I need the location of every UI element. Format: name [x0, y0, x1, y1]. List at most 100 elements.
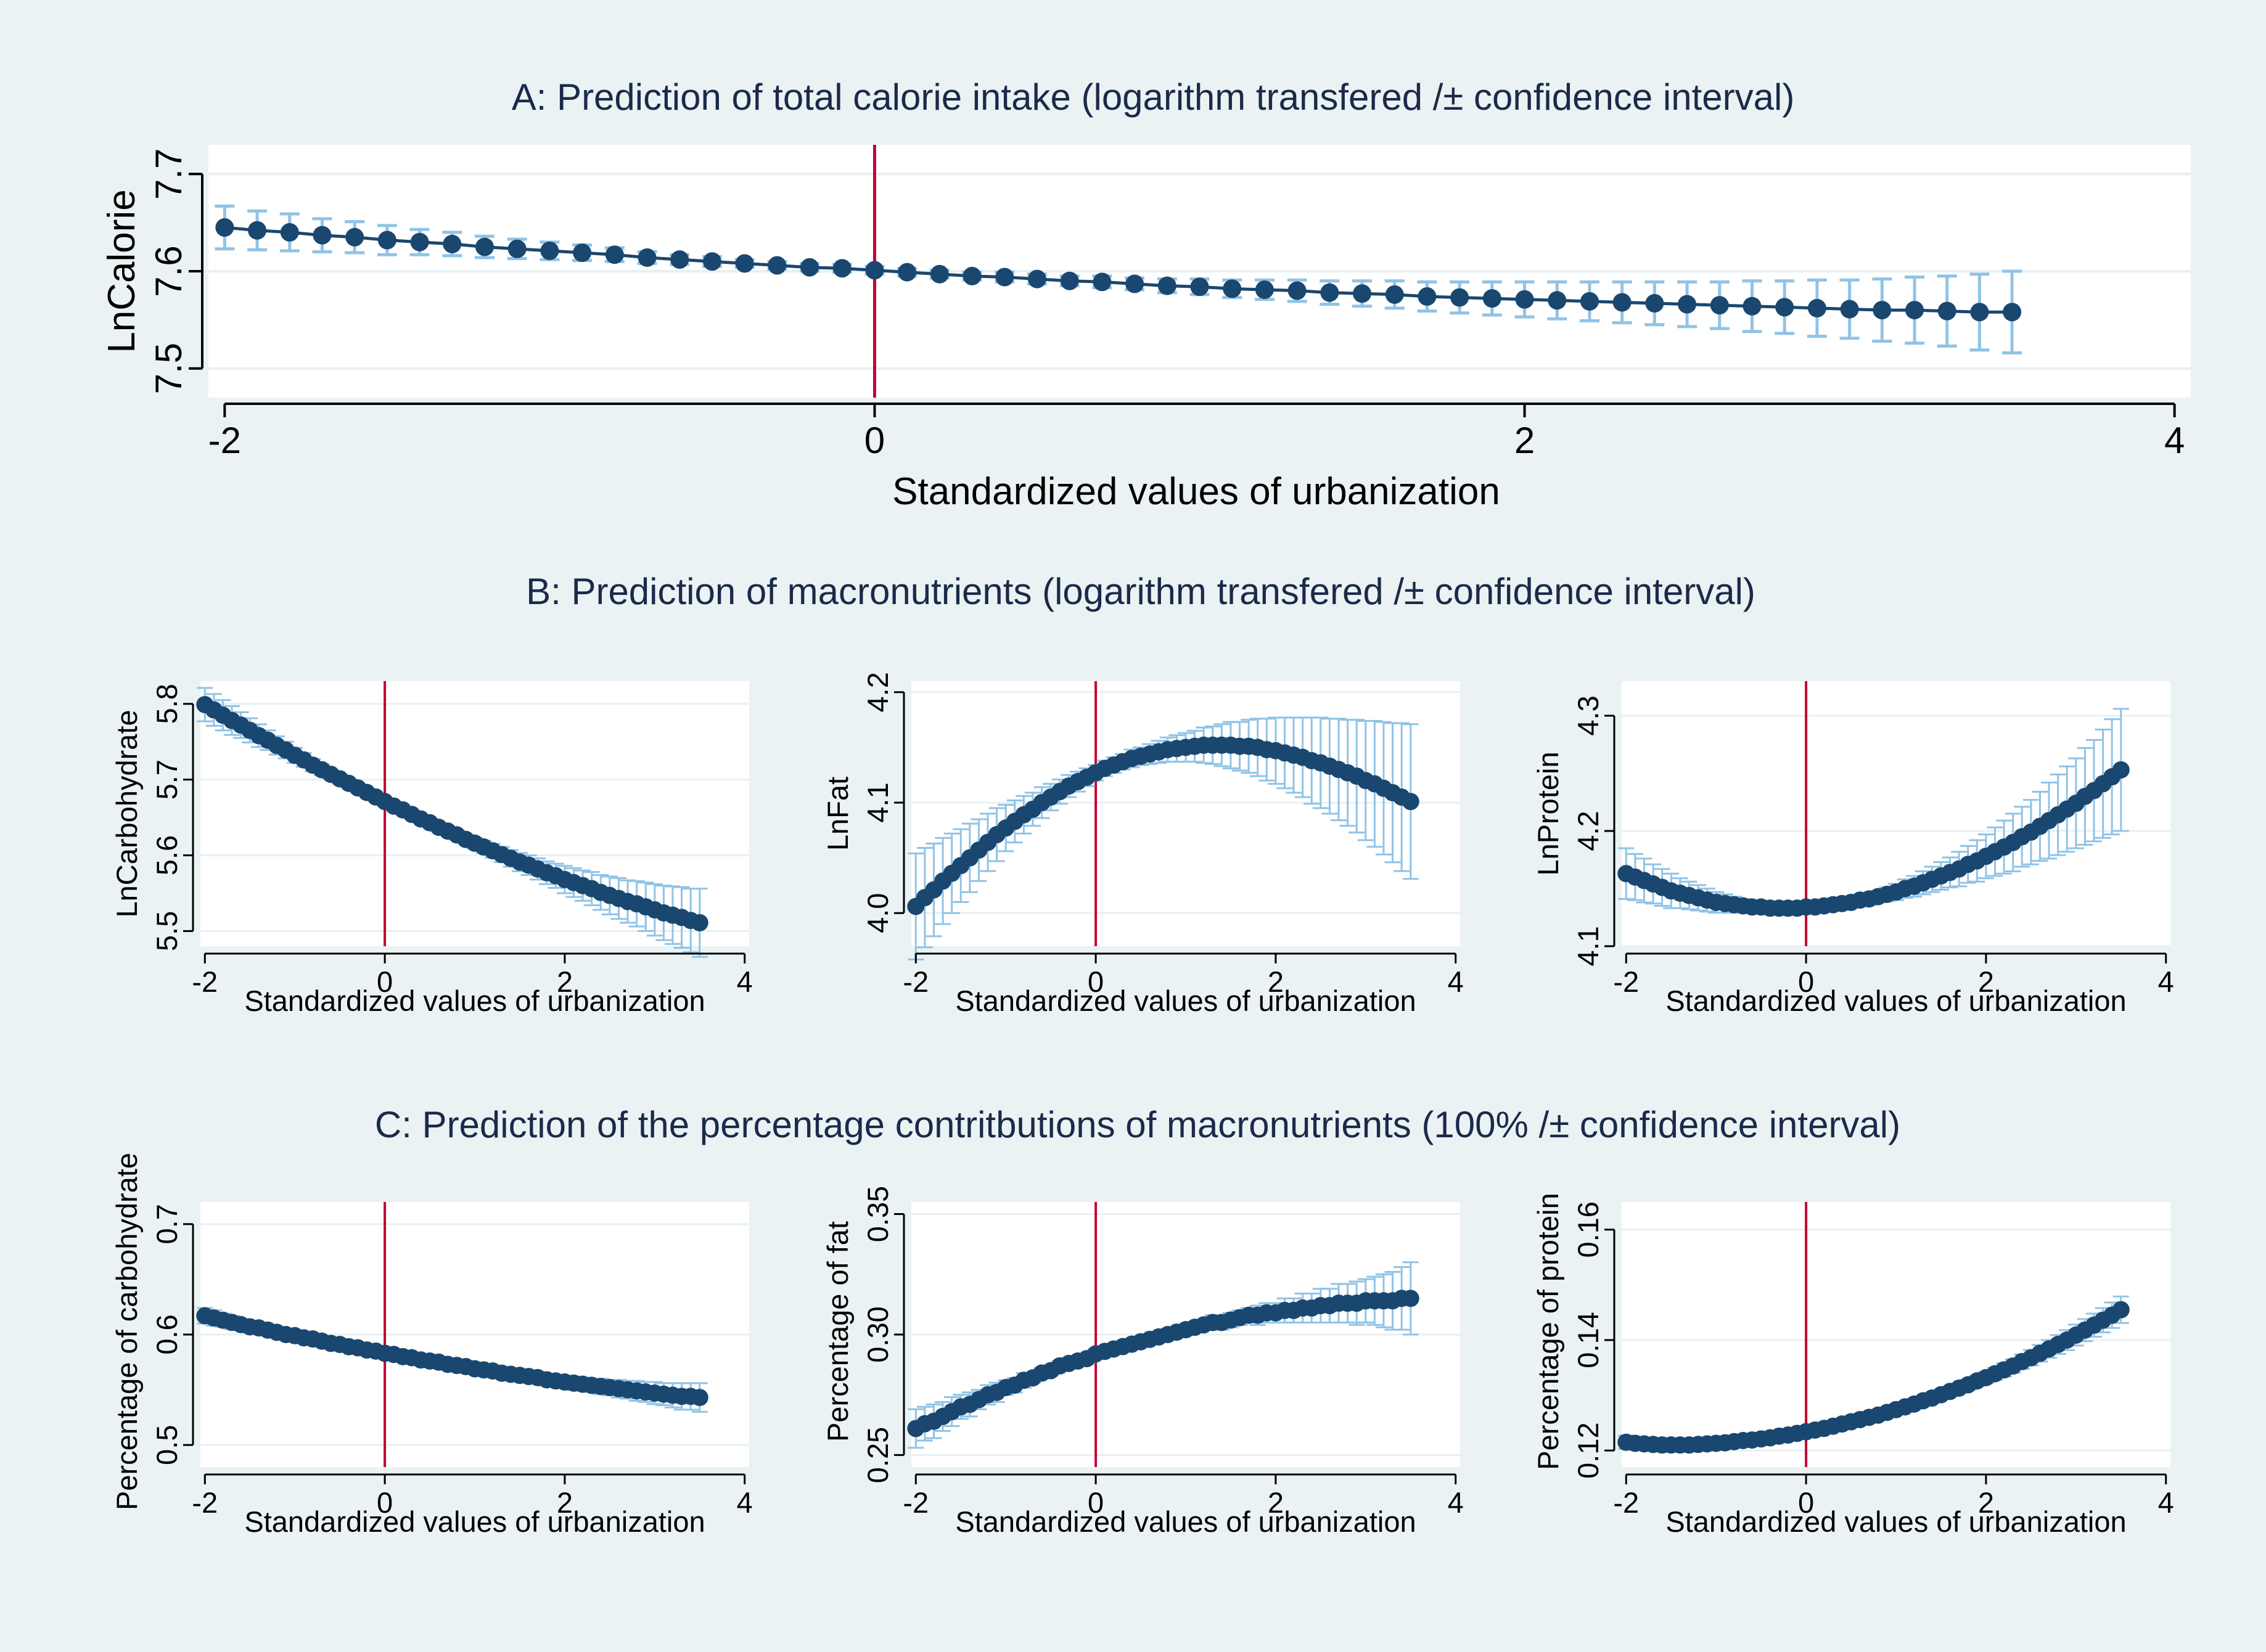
x-tick-label: 0: [1798, 965, 1814, 998]
y-tick-label: 0.35: [861, 1186, 894, 1242]
chart-pct-protein: -2 0 2 4 0.12 0.14 0.16 Standardized values o…: [1532, 1193, 2174, 1538]
y-tick-label: 0.6: [150, 1314, 183, 1354]
y-tick-label: 0.16: [1572, 1201, 1604, 1257]
y-tick-label: 4.0: [861, 893, 894, 933]
x-tick-label: 2: [1268, 965, 1284, 998]
data-point: [1027, 269, 1046, 288]
x-axis-title: Standardized values of urbanization: [955, 1505, 1416, 1538]
y-axis-title: Percentage of carbohydrate: [110, 1153, 143, 1510]
data-point: [1743, 296, 1762, 316]
data-point: [963, 266, 982, 285]
y-tick-label: 4.2: [861, 672, 894, 712]
y-ticks: 5.5 5.6 5.7 5.8: [150, 684, 193, 951]
gridlines: [1622, 714, 2170, 947]
chart-protein: -2 0 2 4 4.1 4.2 4.3 Standardized values of u…: [1532, 681, 2174, 1017]
y-tick-label: 5.7: [150, 759, 183, 799]
data-point: [1353, 284, 1372, 303]
x-tick-label: 0: [1798, 1486, 1814, 1519]
data-point: [1093, 272, 1112, 292]
x-tick-label: 0: [377, 965, 393, 998]
data-point: [345, 227, 364, 247]
data-point: [2112, 1301, 2130, 1319]
data-point: [768, 256, 787, 275]
data-point: [691, 914, 708, 931]
y-ticks: 0.25 0.30 0.35: [861, 1186, 904, 1483]
data-point: [1970, 303, 1989, 322]
y-tick-label: 7.7: [148, 149, 189, 200]
y-tick-label: 0.25: [861, 1427, 894, 1483]
x-tick-label: -2: [903, 1486, 929, 1519]
y-tick-label: 4.1: [861, 782, 894, 822]
data-point: [1937, 301, 1956, 321]
data-point: [1515, 290, 1534, 309]
x-axis-title: Standardized values of urbanization: [244, 984, 705, 1017]
x-ticks: -2 0 2 4: [903, 1474, 1464, 1519]
data-point: [1840, 300, 1859, 319]
x-ticks: -2 0 2 4: [208, 404, 2185, 461]
data-point: [995, 268, 1014, 287]
y-tick-label: 5.6: [150, 835, 183, 875]
data-point: [1287, 281, 1307, 300]
y-tick-label: 4.3: [1572, 695, 1604, 735]
x-tick-label: 4: [1448, 1486, 1464, 1519]
data-point: [1873, 301, 1892, 320]
data-point: [2112, 761, 2130, 779]
y-ticks: 0.5 0.6 0.7: [150, 1204, 193, 1465]
x-tick-label: 4: [2164, 420, 2185, 461]
x-ticks: -2 0 2 4: [192, 954, 753, 998]
y-ticks: 0.12 0.14 0.16: [1572, 1201, 1614, 1479]
data-point: [1612, 293, 1632, 312]
data-point: [1385, 285, 1404, 304]
data-point: [377, 231, 396, 250]
data-point: [1482, 289, 1501, 308]
data-point: [1710, 296, 1729, 315]
x-tick-label: 2: [1514, 420, 1535, 461]
data-point: [1580, 292, 1599, 311]
x-axis-title: Standardized values of urbanization: [1665, 984, 2126, 1017]
x-tick-label: -2: [192, 1486, 218, 1519]
y-axis-title: LnCarbohydrate: [110, 709, 143, 917]
y-axis-title: Percentage of fat: [821, 1221, 854, 1442]
y-ticks: 4.1 4.2 4.3: [1572, 695, 1614, 967]
data-point: [248, 221, 267, 240]
data-point: [1402, 1290, 1419, 1307]
data-point: [540, 241, 559, 260]
x-ticks: -2 0 2 4: [1613, 954, 2174, 998]
x-tick-label: 0: [1088, 1486, 1104, 1519]
x-axis-title: Standardized values of urbanization: [1665, 1505, 2126, 1538]
x-tick-label: -2: [192, 965, 218, 998]
data-point: [1157, 276, 1176, 295]
data-point: [930, 264, 949, 284]
x-tick-label: 0: [377, 1486, 393, 1519]
x-axis-title: Standardized values of urbanization: [892, 470, 1500, 513]
chart-pct-carbohydrate: -2 0 2 4 0.5 0.6 0.7 Standardized values of u…: [110, 1153, 753, 1538]
data-points: [196, 1307, 708, 1407]
data-points: [1617, 1301, 2130, 1454]
data-points: [196, 696, 708, 931]
data-point: [800, 258, 819, 277]
plot-area: [911, 681, 1460, 946]
gridlines: [911, 691, 1460, 914]
y-tick-label: 5.5: [150, 911, 183, 951]
data-point: [313, 226, 332, 245]
y-tick-label: 0.12: [1572, 1422, 1604, 1478]
data-point: [1402, 793, 1419, 811]
y-axis-title: Percentage of protein: [1532, 1193, 1564, 1470]
y-axis-title: LnCalorie: [101, 189, 143, 353]
data-point: [1807, 298, 1826, 317]
x-tick-label: 2: [557, 1486, 573, 1519]
data-points: [907, 736, 1419, 915]
x-ticks: -2 0 2 4: [903, 954, 1464, 998]
x-tick-label: 0: [864, 420, 885, 461]
data-point: [1190, 277, 1209, 296]
y-ticks: 4.0 4.1 4.2: [861, 672, 904, 933]
x-axis-title: Standardized values of urbanization: [955, 984, 1416, 1017]
x-tick-label: 4: [737, 965, 753, 998]
chart-fat: -2 0 2 4 4.0 4.1 4.2 Standardized values of u…: [821, 672, 1464, 1017]
y-tick-label: 4.1: [1572, 926, 1604, 966]
data-point: [670, 250, 689, 269]
data-point: [735, 254, 754, 273]
data-points: [215, 218, 2022, 322]
data-point: [215, 218, 234, 237]
